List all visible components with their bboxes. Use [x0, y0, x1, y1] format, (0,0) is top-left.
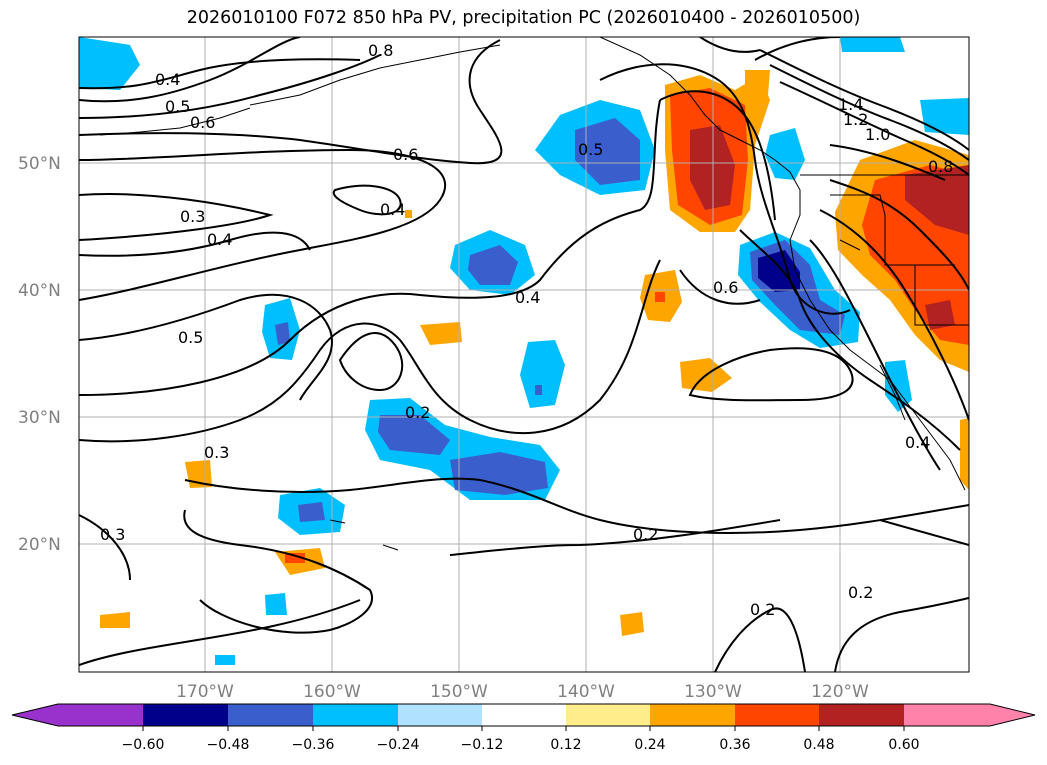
contour-label: 0.6 — [713, 278, 738, 297]
lat-label: 30°N — [18, 408, 61, 428]
colorbar-segment — [819, 704, 904, 726]
contour-label: 0.4 — [207, 230, 232, 249]
lon-label: 140°W — [557, 682, 615, 702]
colorbar-tick-label: −0.36 — [292, 737, 335, 753]
contour-labels: 0.8 0.4 0.5 0.6 0.6 0.4 0.3 0.4 0.5 0.5 … — [100, 41, 953, 619]
colorbar-segment — [58, 704, 143, 726]
colorbar-segment — [735, 704, 819, 726]
colorbar-extend-min — [12, 704, 58, 726]
longitude-labels: 170°W 160°W 150°W 140°W 130°W 120°W — [176, 682, 869, 702]
lat-label: 50°N — [18, 154, 61, 174]
colorbar-segment — [566, 704, 650, 726]
colorbar-segment — [482, 704, 566, 726]
lon-label: 150°W — [430, 682, 488, 702]
contour-label: 0.4 — [515, 288, 540, 307]
colorbar-segment — [650, 704, 735, 726]
contour-label: 0.2 — [633, 525, 658, 544]
colorbar-segment — [398, 704, 482, 726]
lon-label: 120°W — [811, 682, 869, 702]
contour-label: 0.2 — [848, 583, 873, 602]
colorbar-segment — [143, 704, 228, 726]
contour-label: 0.6 — [190, 113, 215, 132]
contour-label: 0.5 — [165, 97, 190, 116]
contour-label: 1.0 — [865, 125, 890, 144]
colorbar-tick-label: 0.36 — [719, 737, 750, 753]
contour-label: 0.3 — [204, 443, 229, 462]
contour-label: 0.5 — [178, 328, 203, 347]
colorbar-tick-label: 0.48 — [803, 737, 834, 753]
precip-negative-areas — [79, 37, 969, 665]
latitude-labels: 50°N 40°N 30°N 20°N — [18, 154, 61, 555]
contour-label: 0.4 — [380, 200, 405, 219]
contour-label: 0.6 — [393, 145, 418, 164]
colorbar-tick-label: −0.24 — [377, 737, 420, 753]
map-panel — [79, 37, 969, 672]
lat-label: 40°N — [18, 281, 61, 301]
contour-label: 0.8 — [928, 157, 953, 176]
colorbar: −0.60 −0.48 −0.36 −0.24 −0.12 0.12 0.24 … — [11, 703, 1036, 753]
colorbar-tick-label: 0.24 — [634, 737, 665, 753]
contour-label: 0.4 — [155, 70, 180, 89]
colorbar-segment — [313, 704, 398, 726]
contour-label: 0.5 — [578, 140, 603, 159]
contour-label: 0.3 — [100, 525, 125, 544]
map-frame — [78, 36, 970, 673]
map-title: 2026010100 F072 850 hPa PV, precipitatio… — [186, 8, 861, 28]
colorbar-tick-label: 0.12 — [550, 737, 581, 753]
colorbar-segment — [904, 704, 990, 726]
contour-label: 1.2 — [843, 110, 868, 129]
contour-label: 0.4 — [905, 433, 930, 452]
lon-label: 130°W — [684, 682, 742, 702]
colorbar-extend-max — [990, 704, 1035, 726]
contour-label: 1.4 — [838, 95, 863, 114]
lat-label: 20°N — [18, 535, 61, 555]
contour-label: 0.3 — [180, 207, 205, 226]
colorbar-tick-label: 0.60 — [888, 737, 919, 753]
precip-positive-areas — [100, 70, 969, 636]
colorbar-tick-label: −0.48 — [207, 737, 250, 753]
lon-label: 160°W — [303, 682, 361, 702]
lon-label: 170°W — [176, 682, 234, 702]
colorbar-tick-label: −0.12 — [461, 737, 504, 753]
colorbar-tick-label: −0.60 — [122, 737, 165, 753]
contour-label: 0.8 — [368, 41, 393, 60]
contour-label: 0.2 — [405, 403, 430, 422]
colorbar-segment — [228, 704, 313, 726]
contour-label: 0.2 — [750, 600, 775, 619]
colorbar-outline — [11, 703, 1036, 727]
